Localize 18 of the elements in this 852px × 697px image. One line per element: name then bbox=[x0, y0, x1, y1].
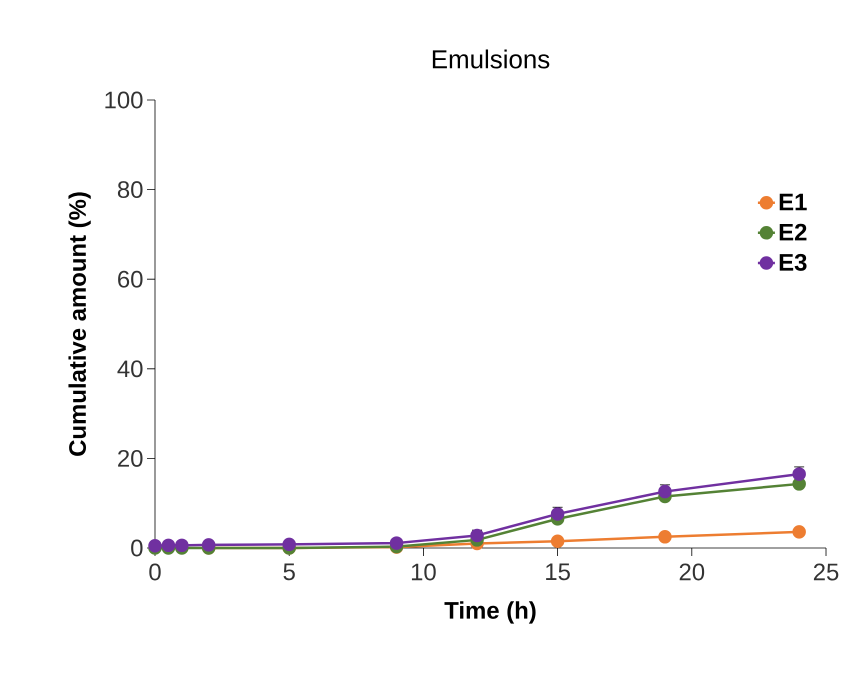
y-tick-label: 80 bbox=[118, 181, 143, 198]
chart-title: Emulsions bbox=[432, 49, 550, 68]
x-tick-label: 25 bbox=[814, 564, 838, 580]
x-tick-label: 10 bbox=[412, 564, 436, 580]
y-tick-label: 40 bbox=[117, 360, 143, 378]
legend-label: E1 bbox=[780, 194, 807, 210]
y-tick-label: 60 bbox=[118, 270, 143, 288]
y-axis-title: Cumulative amount (%) bbox=[68, 192, 91, 456]
x-axis-title: Time (h) bbox=[444, 601, 536, 624]
y-tick-label: 100 bbox=[105, 92, 143, 108]
x-tick-label: 5 bbox=[284, 564, 295, 580]
y-tick-label: 0 bbox=[131, 540, 143, 556]
x-tick-label: 20 bbox=[680, 564, 704, 580]
y-tick-label: 20 bbox=[118, 450, 143, 467]
x-tick-label: 0 bbox=[149, 564, 161, 580]
x-tick-label: 15 bbox=[546, 564, 570, 580]
legend-label: E3 bbox=[780, 254, 807, 271]
legend-label: E2 bbox=[780, 224, 806, 240]
